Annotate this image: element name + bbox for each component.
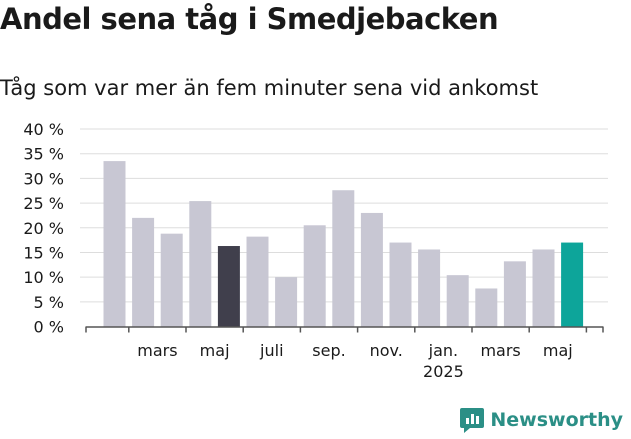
bar bbox=[217, 246, 240, 327]
x-tick-label: jan. bbox=[428, 341, 458, 360]
bar bbox=[332, 190, 355, 327]
x-tick-label: sep. bbox=[312, 341, 345, 360]
y-tick-label: 20 % bbox=[23, 219, 64, 238]
bar bbox=[418, 249, 441, 327]
chart-title: Andel sena tåg i Smedjebacken bbox=[0, 2, 499, 36]
bar bbox=[246, 236, 269, 327]
bar bbox=[561, 242, 584, 327]
y-tick-label: 15 % bbox=[23, 243, 64, 262]
bars bbox=[103, 161, 584, 327]
x-tick-label: mars bbox=[137, 341, 177, 360]
bar bbox=[103, 161, 126, 327]
bar bbox=[532, 249, 555, 327]
y-tick-label: 30 % bbox=[23, 169, 64, 188]
x-axis bbox=[85, 326, 604, 333]
chart-subtitle: Tåg som var mer än fem minuter sena vid … bbox=[0, 76, 539, 100]
x-tick-label: juli bbox=[259, 341, 283, 360]
x-axis-labels: mars maj juli sep. nov. jan. 2025 mars maj bbox=[137, 341, 572, 381]
y-tick-label: 5 % bbox=[34, 293, 64, 312]
bar bbox=[132, 217, 155, 327]
x-tick-label: maj bbox=[200, 341, 230, 360]
bar bbox=[475, 288, 498, 327]
bar bbox=[303, 225, 326, 327]
y-tick-label: 35 % bbox=[23, 145, 64, 164]
y-tick-label: 0 % bbox=[34, 318, 64, 337]
bar bbox=[275, 277, 298, 327]
x-tick-label: mars bbox=[480, 341, 520, 360]
bar bbox=[503, 261, 526, 327]
bar bbox=[360, 212, 383, 327]
y-axis-ticks: 0 % 5 % 10 % 15 % 20 % 25 % 30 % 35 % 40 % bbox=[23, 120, 64, 337]
bar bbox=[389, 242, 412, 327]
y-tick-label: 25 % bbox=[23, 194, 64, 213]
newsworthy-logo: Newsworthy bbox=[460, 406, 623, 434]
bar bbox=[446, 275, 469, 327]
x-tick-label: nov. bbox=[370, 341, 403, 360]
y-tick-label: 40 % bbox=[23, 120, 64, 139]
bar bbox=[160, 233, 183, 327]
x-tick-label: 2025 bbox=[423, 362, 464, 381]
bar bbox=[189, 201, 212, 327]
newsworthy-icon bbox=[460, 408, 485, 433]
y-tick-label: 10 % bbox=[23, 268, 64, 287]
brand-name: Newsworthy bbox=[490, 409, 623, 431]
x-tick-label: maj bbox=[543, 341, 573, 360]
